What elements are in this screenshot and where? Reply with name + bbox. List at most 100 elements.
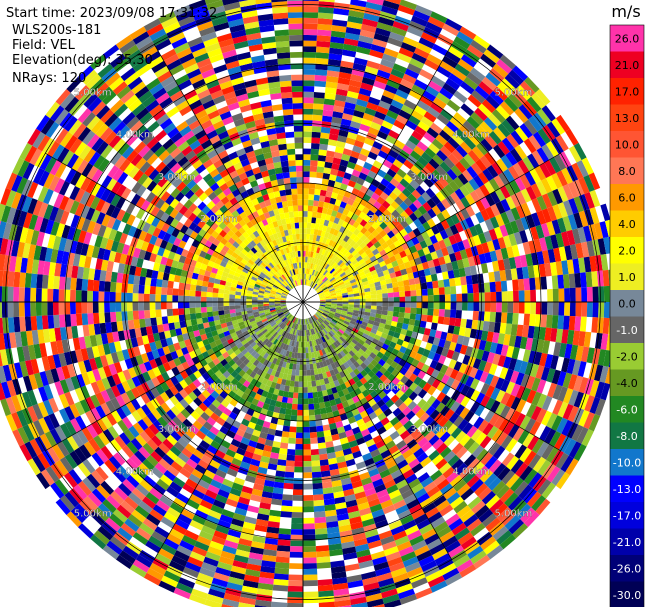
velocity-cell bbox=[74, 387, 85, 402]
velocity-cell bbox=[349, 174, 359, 183]
velocity-cell bbox=[193, 266, 201, 275]
velocity-cell bbox=[314, 252, 319, 259]
velocity-cell bbox=[424, 147, 437, 159]
velocity-cell bbox=[308, 329, 312, 336]
velocity-cell bbox=[255, 442, 265, 451]
velocity-cell bbox=[231, 362, 239, 371]
velocity-cell bbox=[398, 312, 405, 319]
velocity-cell bbox=[600, 203, 611, 222]
velocity-cell bbox=[433, 521, 449, 534]
velocity-cell bbox=[143, 343, 152, 353]
velocity-cell bbox=[308, 245, 312, 252]
velocity-cell bbox=[278, 528, 292, 535]
velocity-cell bbox=[303, 534, 316, 541]
velocity-cell bbox=[132, 559, 150, 573]
velocity-cell bbox=[557, 401, 569, 418]
velocity-cell bbox=[566, 329, 575, 345]
velocity-cell bbox=[580, 272, 587, 288]
velocity-cell bbox=[230, 370, 239, 379]
velocity-cell bbox=[208, 588, 226, 599]
velocity-cell bbox=[351, 315, 358, 320]
velocity-cell bbox=[154, 237, 163, 247]
velocity-cell bbox=[292, 317, 297, 323]
velocity-cell bbox=[456, 505, 472, 519]
velocity-cell bbox=[276, 395, 283, 403]
velocity-cell bbox=[489, 216, 500, 229]
velocity-cell bbox=[378, 358, 386, 367]
velocity-cell bbox=[285, 460, 295, 467]
velocity-cell bbox=[369, 286, 376, 292]
velocity-cell bbox=[442, 466, 456, 479]
velocity-cell bbox=[319, 218, 326, 226]
velocity-cell bbox=[561, 357, 570, 373]
velocity-cell bbox=[239, 384, 248, 393]
velocity-cell bbox=[268, 298, 275, 301]
velocity-cell bbox=[0, 187, 12, 206]
velocity-cell bbox=[235, 447, 246, 456]
velocity-cell bbox=[546, 175, 558, 192]
velocity-cell bbox=[555, 452, 569, 470]
velocity-cell bbox=[380, 535, 395, 546]
velocity-cell bbox=[51, 444, 65, 460]
velocity-cell bbox=[262, 549, 277, 557]
velocity-cell bbox=[379, 366, 387, 375]
velocity-cell bbox=[122, 273, 129, 284]
velocity-cell bbox=[243, 450, 254, 459]
velocity-cell bbox=[275, 562, 290, 569]
velocity-cell bbox=[146, 351, 155, 362]
velocity-cell bbox=[378, 64, 393, 74]
velocity-cell bbox=[100, 333, 109, 345]
velocity-cell bbox=[328, 286, 335, 291]
velocity-cell bbox=[82, 324, 90, 337]
velocity-cell bbox=[386, 204, 396, 214]
velocity-cell bbox=[569, 302, 576, 317]
velocity-cell bbox=[394, 231, 404, 241]
velocity-cell bbox=[58, 302, 65, 315]
velocity-cell bbox=[361, 518, 376, 528]
velocity-cell bbox=[445, 77, 461, 91]
velocity-cell bbox=[456, 240, 466, 252]
velocity-cell bbox=[493, 175, 505, 189]
velocity-cell bbox=[361, 76, 376, 86]
velocity-cell bbox=[422, 90, 437, 102]
velocity-cell bbox=[333, 2, 351, 11]
velocity-cell bbox=[298, 387, 303, 393]
velocity-cell bbox=[294, 375, 300, 382]
velocity-cell bbox=[572, 359, 582, 376]
velocity-cell bbox=[399, 0, 418, 11]
velocity-cell bbox=[394, 363, 404, 373]
velocity-cell bbox=[229, 487, 242, 497]
velocity-cell bbox=[322, 109, 334, 117]
velocity-cell bbox=[55, 498, 71, 516]
velocity-cell bbox=[281, 308, 288, 312]
velocity-cell bbox=[336, 330, 343, 337]
velocity-cell bbox=[484, 218, 495, 231]
velocity-cell bbox=[271, 446, 280, 454]
velocity-cell bbox=[435, 371, 445, 382]
velocity-cell bbox=[284, 338, 289, 345]
velocity-cell bbox=[78, 254, 87, 268]
velocity-cell bbox=[207, 336, 215, 344]
velocity-cell bbox=[525, 375, 536, 390]
velocity-cell bbox=[321, 178, 330, 186]
velocity-cell bbox=[224, 285, 231, 291]
velocity-cell bbox=[193, 397, 203, 407]
velocity-cell bbox=[347, 291, 354, 295]
velocity-cell bbox=[530, 289, 537, 302]
velocity-cell bbox=[578, 377, 589, 394]
velocity-cell bbox=[288, 333, 293, 340]
velocity-cell bbox=[59, 263, 68, 278]
velocity-cell bbox=[115, 394, 126, 408]
velocity-cell bbox=[346, 311, 354, 316]
velocity-cell bbox=[377, 182, 387, 192]
velocity-cell bbox=[333, 283, 340, 289]
velocity-cell bbox=[392, 187, 402, 197]
velocity-cell bbox=[291, 409, 298, 416]
velocity-cell bbox=[224, 313, 231, 319]
velocity-cell bbox=[248, 284, 255, 289]
velocity-cell bbox=[291, 506, 303, 513]
velocity-cell bbox=[314, 327, 319, 334]
velocity-cell bbox=[109, 513, 125, 528]
velocity-cell bbox=[546, 368, 556, 383]
velocity-cell bbox=[367, 345, 375, 353]
